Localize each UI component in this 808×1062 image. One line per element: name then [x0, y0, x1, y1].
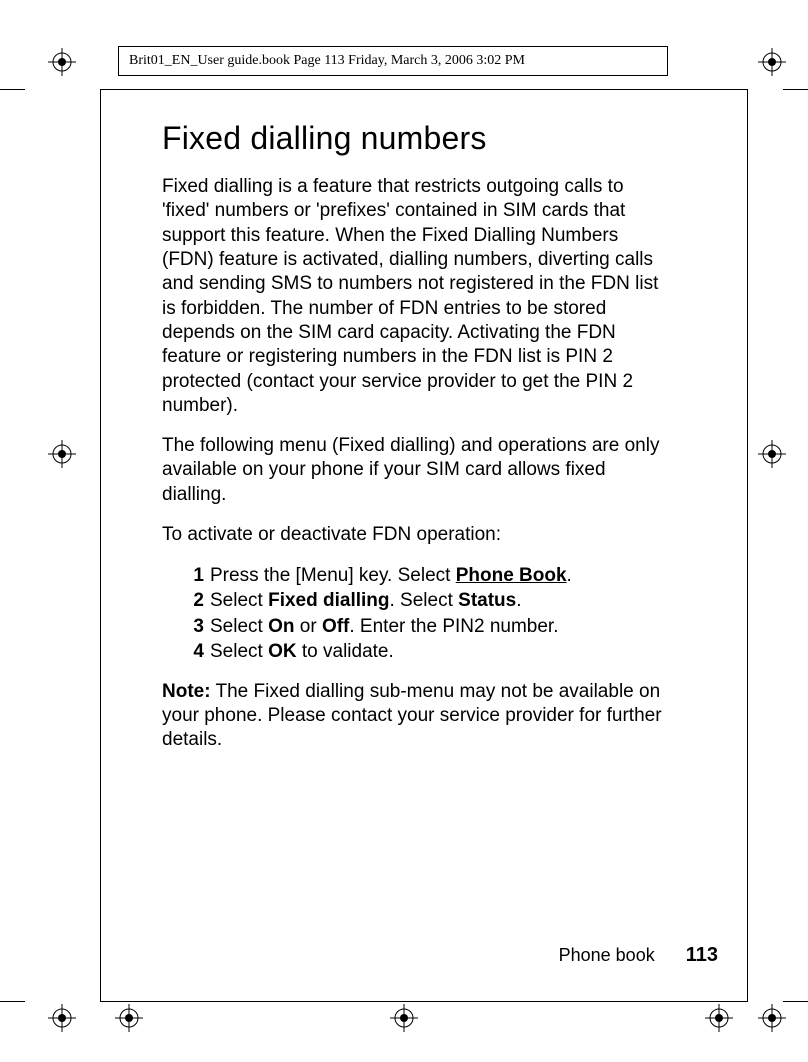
instruction-lead: To activate or deactivate FDN operation:: [162, 523, 667, 547]
note-text: The Fixed dialling sub-menu may not be a…: [162, 681, 662, 751]
crop-mark: [783, 1001, 808, 1002]
menu-fixed-dialling: Fixed dialling: [268, 590, 389, 611]
registration-mark-icon: [705, 1004, 733, 1032]
menu-phone-book: Phone Book: [456, 565, 567, 586]
registration-mark-icon: [48, 440, 76, 468]
registration-mark-icon: [758, 440, 786, 468]
crop-frame-bottom-gap: [0, 3, 540, 6]
framemaker-header: Brit01_EN_User guide.book Page 113 Frida…: [118, 46, 668, 76]
step-item: 3 Select On or Off. Enter the PIN2 numbe…: [184, 614, 667, 639]
crop-mark: [783, 89, 808, 90]
crop-frame-right: [747, 89, 748, 1002]
step-number: 1: [184, 563, 204, 588]
crop-frame-bottom: [100, 1001, 748, 1002]
option-on: On: [268, 616, 294, 637]
step-number: 4: [184, 639, 204, 664]
step-item: 4 Select OK to validate.: [184, 639, 667, 664]
option-ok: OK: [268, 641, 297, 662]
registration-mark-icon: [758, 1004, 786, 1032]
registration-mark-icon: [48, 48, 76, 76]
availability-paragraph: The following menu (Fixed dialling) and …: [162, 434, 667, 507]
crop-frame-left: [100, 89, 101, 1002]
footer-page-number: 113: [686, 944, 718, 966]
registration-mark-icon: [758, 48, 786, 76]
step-item: 1 Press the [Menu] key. Select Phone Boo…: [184, 563, 667, 588]
registration-mark-icon: [48, 1004, 76, 1032]
menu-status: Status: [458, 590, 516, 611]
step-number: 3: [184, 614, 204, 639]
crop-mark: [0, 1001, 25, 1002]
step-text: Select On or Off. Enter the PIN2 number.: [210, 614, 667, 639]
header-text: Brit01_EN_User guide.book Page 113 Frida…: [129, 53, 525, 68]
step-item: 2 Select Fixed dialling. Select Status.: [184, 588, 667, 613]
crop-frame-top: [100, 89, 748, 90]
step-text: Select Fixed dialling. Select Status.: [210, 588, 667, 613]
registration-mark-icon: [390, 1004, 418, 1032]
step-number: 2: [184, 588, 204, 613]
note-label: Note:: [162, 681, 211, 702]
intro-paragraph: Fixed dialling is a feature that restric…: [162, 175, 667, 418]
note-paragraph: Note: The Fixed dialling sub-menu may no…: [162, 680, 667, 753]
page-footer: Phone book 113: [559, 944, 718, 967]
page-content: Fixed dialling numbers Fixed dialling is…: [162, 120, 667, 769]
step-text: Select OK to validate.: [210, 639, 667, 664]
page-heading: Fixed dialling numbers: [162, 120, 667, 157]
registration-mark-icon: [115, 1004, 143, 1032]
crop-mark: [0, 89, 25, 90]
steps-list: 1 Press the [Menu] key. Select Phone Boo…: [184, 563, 667, 663]
option-off: Off: [322, 616, 349, 637]
step-text: Press the [Menu] key. Select Phone Book.: [210, 563, 667, 588]
footer-section-name: Phone book: [559, 945, 655, 966]
